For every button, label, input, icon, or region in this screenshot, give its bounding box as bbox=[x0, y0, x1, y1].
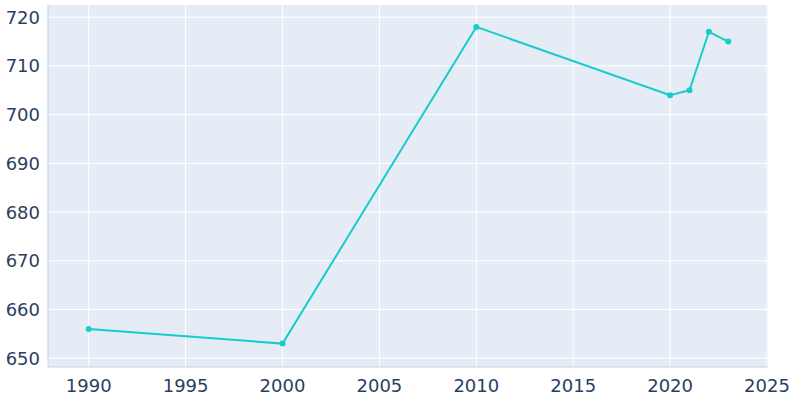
x-grid bbox=[88, 5, 89, 367]
x-grid bbox=[573, 5, 574, 367]
x-tick-label: 2000 bbox=[260, 375, 306, 396]
y-grid bbox=[48, 17, 768, 18]
x-grid bbox=[282, 5, 283, 367]
y-axis-line bbox=[48, 5, 49, 367]
x-tick-label: 2010 bbox=[453, 375, 499, 396]
chart: 650 660 670 680 690 700 710 720 1990 1995 2000 2005… bbox=[0, 0, 800, 400]
x-tick-label: 2015 bbox=[550, 375, 596, 396]
x-tick-label: 2005 bbox=[357, 375, 403, 396]
marker bbox=[473, 24, 479, 30]
line bbox=[89, 27, 729, 344]
x-tick-label: 2025 bbox=[744, 375, 790, 396]
x-grid bbox=[767, 5, 768, 367]
marker bbox=[706, 29, 712, 35]
y-grid bbox=[48, 309, 768, 310]
marker bbox=[687, 87, 693, 93]
y-grid bbox=[48, 163, 768, 164]
y-grid bbox=[48, 358, 768, 359]
series bbox=[86, 24, 732, 347]
y-tick-label: 660 bbox=[6, 299, 40, 320]
x-grid bbox=[670, 5, 671, 367]
marker bbox=[280, 341, 286, 347]
x-tick-label: 2020 bbox=[647, 375, 693, 396]
marker bbox=[667, 92, 673, 98]
x-axis-line bbox=[48, 367, 768, 368]
y-grid bbox=[48, 260, 768, 261]
x-tick-label: 1995 bbox=[163, 375, 209, 396]
x-tick-label: 1990 bbox=[66, 375, 112, 396]
y-grid bbox=[48, 65, 768, 66]
y-tick-label: 720 bbox=[6, 7, 40, 28]
y-tick-label: 690 bbox=[6, 153, 40, 174]
x-grid bbox=[185, 5, 186, 367]
y-tick-label: 670 bbox=[6, 250, 40, 271]
x-grid bbox=[476, 5, 477, 367]
y-tick-label: 710 bbox=[6, 55, 40, 76]
marker bbox=[725, 39, 731, 45]
plot-area bbox=[48, 5, 768, 367]
y-tick-label: 680 bbox=[6, 202, 40, 223]
y-tick-label: 650 bbox=[6, 348, 40, 369]
marker bbox=[86, 326, 92, 332]
y-tick-label: 700 bbox=[6, 104, 40, 125]
y-grid bbox=[48, 212, 768, 213]
y-grid bbox=[48, 114, 768, 115]
